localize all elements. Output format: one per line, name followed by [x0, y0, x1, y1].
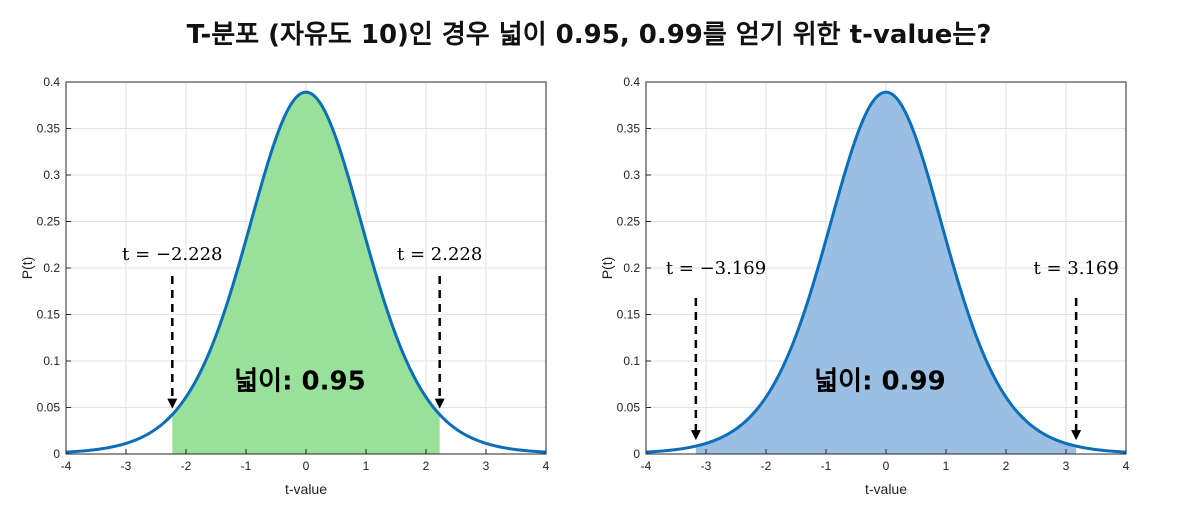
- x-tick-label: 1: [943, 459, 950, 473]
- y-tick-label: 0.1: [623, 354, 640, 368]
- arrow-head-right: [1071, 430, 1082, 441]
- y-tick-label: 0.35: [37, 122, 61, 136]
- x-tick-label: 4: [1123, 459, 1130, 473]
- arrow-head-left: [690, 430, 701, 441]
- x-axis-label: t-value: [285, 481, 327, 497]
- x-tick-label: -3: [701, 459, 712, 473]
- y-tick-label: 0.25: [617, 215, 641, 229]
- y-tick-label: 0.1: [43, 354, 60, 368]
- x-axis-label: t-value: [865, 481, 907, 497]
- shaded-area: [172, 92, 440, 454]
- x-tick-label: 0: [303, 459, 310, 473]
- y-tick-label: 0.2: [623, 261, 640, 275]
- t-label-left: t = −2.228: [122, 244, 222, 265]
- y-axis-label: P(t): [599, 257, 615, 280]
- density-curve: [65, 90, 547, 454]
- area-label: 넓이: 0.95: [234, 367, 365, 397]
- x-tick-label: 4: [543, 459, 550, 473]
- y-tick-label: 0: [53, 447, 60, 461]
- y-tick-label: 0.3: [623, 168, 640, 182]
- y-tick-label: 0.05: [37, 401, 61, 415]
- t-label-right: t = 2.228: [397, 244, 482, 265]
- y-tick-label: 0: [633, 447, 640, 461]
- chart-area-99: -4 -3 -2 -1 0 1 2 3 4 0 0.05 0.1 0.15 0.2 0.25 0.3 0.35 0…: [599, 75, 1130, 497]
- x-tick-label: 1: [363, 459, 370, 473]
- x-tick-label: 0: [883, 459, 890, 473]
- x-tick-label: 3: [1063, 459, 1070, 473]
- y-tick-label: 0.25: [37, 215, 61, 229]
- arrow-head-right: [434, 398, 445, 409]
- x-tick-label: -1: [821, 459, 832, 473]
- t-label-left: t = −3.169: [666, 258, 766, 279]
- x-tick-label: -2: [761, 459, 772, 473]
- y-tick-label: 0.4: [623, 75, 640, 89]
- t-label-right: t = 3.169: [1033, 258, 1118, 279]
- x-tick-label: -4: [641, 459, 652, 473]
- x-tick-label: 2: [1003, 459, 1010, 473]
- area-label: 넓이: 0.99: [814, 367, 945, 397]
- y-tick-label: 0.4: [43, 75, 60, 89]
- density-curve: [645, 90, 1127, 454]
- y-tick-label: 0.15: [617, 308, 641, 322]
- x-tick-label: -2: [181, 459, 192, 473]
- x-tick-label: 2: [423, 459, 430, 473]
- arrow-head-left: [167, 398, 178, 409]
- x-tick-label: 3: [483, 459, 490, 473]
- y-tick-label: 0.05: [617, 401, 641, 415]
- y-tick-label: 0.3: [43, 168, 60, 182]
- shaded-area: [695, 92, 1077, 454]
- y-tick-label: 0.35: [617, 122, 641, 136]
- page-title: T-분포 (자유도 10)인 경우 넓이 0.95, 0.99를 얻기 위한 t…: [186, 20, 992, 50]
- y-axis-label: P(t): [19, 257, 35, 280]
- y-tick-label: 0.15: [37, 308, 61, 322]
- x-tick-label: -3: [121, 459, 132, 473]
- y-tick-label: 0.2: [43, 261, 60, 275]
- chart-area-95: -4 -3 -2 -1 0 1 2 3 4 0 0.05 0.1 0.15 0.2 0.25 0.3 0.35 0…: [19, 75, 550, 497]
- x-tick-label: -1: [241, 459, 252, 473]
- x-tick-label: -4: [61, 459, 72, 473]
